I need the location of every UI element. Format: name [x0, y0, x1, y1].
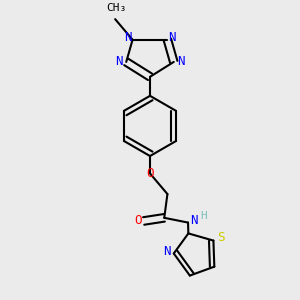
Text: N: N [190, 214, 197, 226]
Text: N: N [124, 31, 132, 44]
Text: S: S [217, 231, 224, 244]
Text: N: N [168, 31, 176, 44]
Text: N: N [163, 245, 171, 258]
Text: O: O [134, 214, 142, 227]
Text: O: O [146, 167, 154, 180]
Text: H: H [200, 211, 207, 220]
Text: CH₃: CH₃ [106, 3, 127, 14]
Text: N: N [116, 56, 123, 68]
Text: N: N [177, 56, 184, 68]
